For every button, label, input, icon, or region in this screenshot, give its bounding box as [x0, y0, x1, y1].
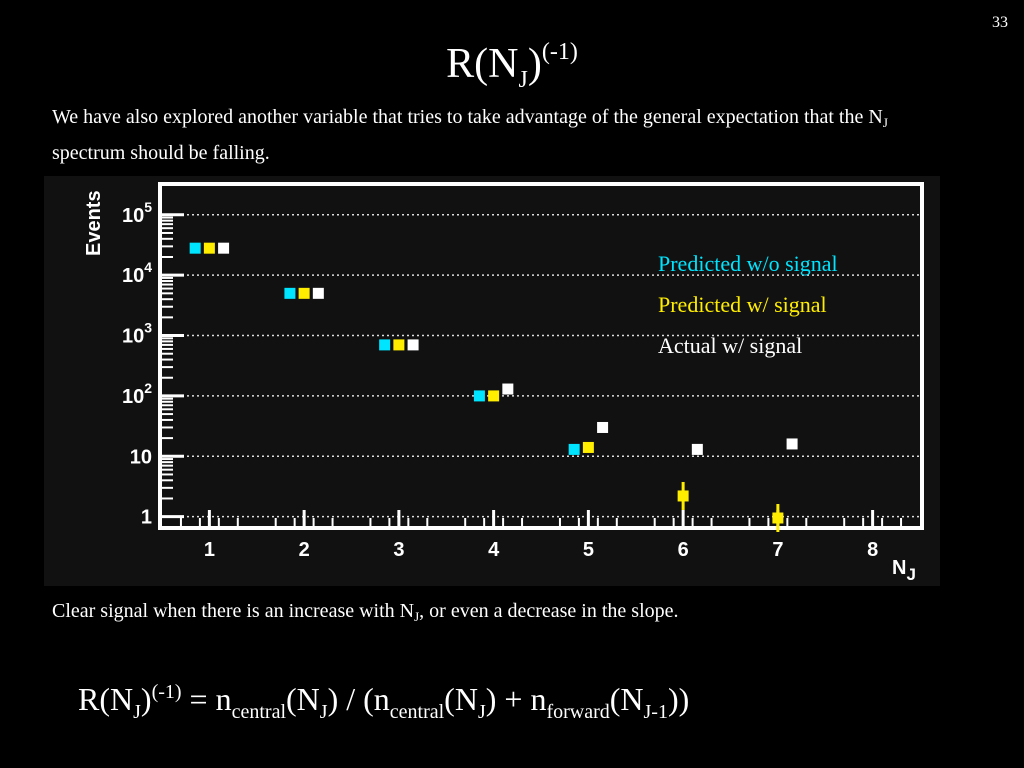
x-tick-label: 7: [772, 539, 783, 561]
data-point: [772, 512, 784, 524]
data-point: [568, 443, 580, 455]
x-tick-label: 8: [867, 539, 878, 561]
y-tick-base: 10: [122, 205, 144, 227]
formula-sub: J: [477, 701, 486, 723]
y-tick-base: 10: [122, 265, 144, 287]
formula-sub: forward: [546, 701, 610, 723]
formula-part: ) / (n: [327, 681, 390, 717]
x-tick-label: 1: [204, 539, 215, 561]
formula-sub: J: [133, 701, 141, 723]
formula: R(NJ)(-1) = ncentral(NJ) / (ncentral(NJ)…: [78, 672, 689, 732]
conclusion-text-1: Clear signal when there is an increase w…: [52, 600, 415, 622]
data-point: [407, 339, 419, 351]
data-point: [312, 287, 324, 299]
data-point: [473, 390, 485, 402]
intro-text-2: spectrum should be falling.: [52, 142, 270, 164]
axis-ticks: [162, 213, 903, 526]
y-tick-label: 104: [122, 259, 152, 287]
data-point: [189, 242, 201, 254]
y-tick-label: 103: [122, 320, 152, 348]
x-tick-label: 6: [678, 539, 689, 561]
x-tick-label: 4: [488, 539, 500, 561]
y-tick-sup: 3: [144, 320, 152, 336]
x-axis-label-base: N: [892, 557, 906, 579]
data-point: [502, 383, 514, 395]
formula-part: ): [140, 681, 152, 717]
data-point: [284, 287, 296, 299]
intro-paragraph: We have also explored another variable t…: [52, 102, 952, 168]
title-sub: J: [518, 67, 528, 93]
grid-lines: [162, 214, 920, 518]
data-point: [677, 490, 689, 502]
formula-sub: J-1: [643, 701, 668, 723]
formula-part: = n: [181, 681, 232, 717]
intro-sub: J: [882, 115, 888, 130]
title-close: ): [527, 41, 542, 87]
data-point: [379, 339, 391, 351]
y-tick-base: 1: [141, 507, 152, 529]
title-base: R(N: [446, 41, 519, 87]
x-axis-label-sub: J: [906, 565, 915, 584]
x-tick-label: 3: [393, 539, 404, 561]
y-tick-label: 102: [122, 380, 152, 408]
y-tick-sup: 2: [144, 380, 152, 396]
y-tick-label: 1: [141, 507, 152, 529]
title-sup: (-1): [541, 39, 578, 65]
data-point: [597, 421, 609, 433]
data-point: [488, 390, 500, 402]
data-point: [393, 339, 405, 351]
legend-entry: Predicted w/ signal: [658, 292, 827, 317]
formula-sup: (-1): [151, 681, 182, 703]
conclusion-sub: J: [414, 609, 420, 624]
x-axis-label: NJ: [892, 557, 916, 584]
x-tick-label: 2: [299, 539, 310, 561]
x-tick-labels: 1 2 3 4 5 6 7 8: [204, 539, 878, 561]
data-point: [582, 441, 594, 453]
data-point: [691, 443, 703, 455]
formula-part: )): [667, 681, 690, 717]
legend-entry: Predicted w/o signal: [658, 251, 838, 276]
x-tick-label: 5: [583, 539, 594, 561]
formula-part: (N: [609, 681, 644, 717]
data-point: [298, 287, 310, 299]
slide-number: 33: [992, 14, 1008, 31]
slide-title: R(NJ)(-1): [0, 28, 1024, 104]
formula-sub: J: [319, 701, 328, 723]
y-tick-sup: 4: [144, 259, 152, 275]
formula-part: (N: [444, 681, 478, 717]
formula-part: R(N: [78, 681, 134, 717]
data-points: [189, 242, 798, 532]
conclusion-text-2: , or even a decrease in the slope.: [419, 600, 679, 622]
formula-part: (N: [286, 681, 320, 717]
y-tick-base: 10: [130, 446, 152, 468]
y-tick-label: 105: [122, 199, 152, 227]
y-tick-base: 10: [122, 386, 144, 408]
data-point: [786, 438, 798, 450]
data-point: [203, 242, 215, 254]
legend-entry: Actual w/ signal: [658, 333, 802, 358]
legend: Predicted w/o signal Predicted w/ signal A…: [658, 251, 838, 358]
conclusion-paragraph: Clear signal when there is an increase w…: [52, 596, 952, 632]
y-axis-label: Events: [83, 190, 105, 256]
y-tick-sup: 5: [144, 199, 152, 215]
formula-sub: central: [231, 701, 286, 723]
y-tick-label: 10: [130, 446, 152, 468]
intro-text-1: We have also explored another variable t…: [52, 106, 883, 128]
y-tick-base: 10: [122, 326, 144, 348]
formula-sub: central: [389, 701, 445, 723]
data-point: [218, 242, 230, 254]
plot-frame: [158, 182, 924, 530]
formula-part: ) + n: [485, 681, 547, 717]
